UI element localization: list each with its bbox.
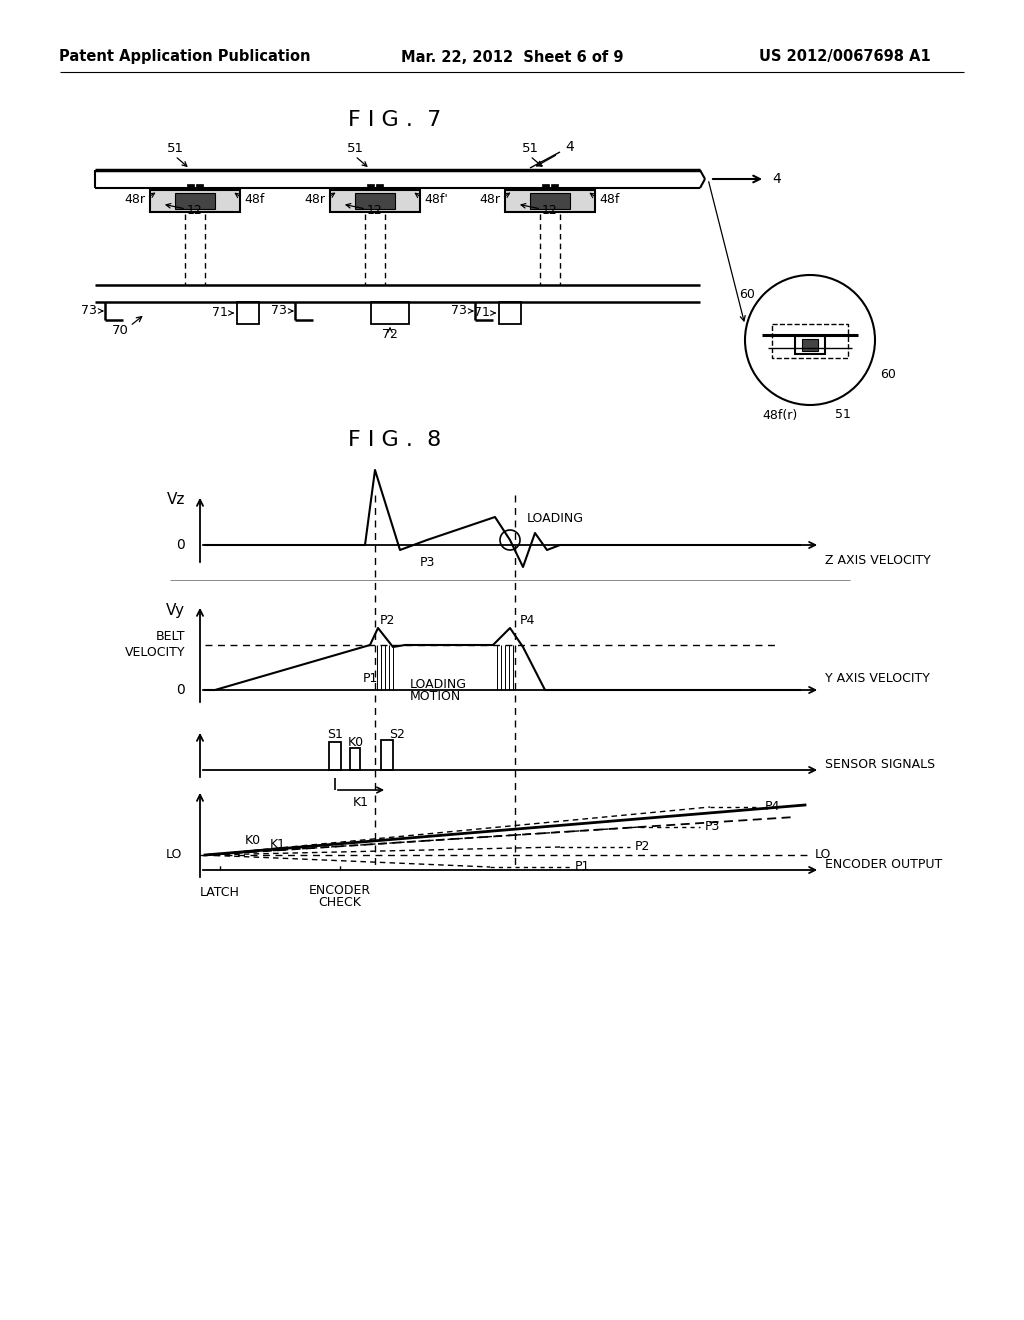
Text: Vy: Vy xyxy=(166,602,185,618)
Text: LO: LO xyxy=(815,849,831,862)
Text: LOADING: LOADING xyxy=(527,511,584,524)
Bar xyxy=(505,190,595,213)
Bar xyxy=(367,183,374,191)
Bar xyxy=(330,190,420,213)
Text: Z AXIS VELOCITY: Z AXIS VELOCITY xyxy=(825,553,931,566)
Text: Y AXIS VELOCITY: Y AXIS VELOCITY xyxy=(825,672,930,685)
Text: P4: P4 xyxy=(520,614,536,627)
Bar xyxy=(530,193,570,209)
Text: 0: 0 xyxy=(176,539,185,552)
Text: P2: P2 xyxy=(635,841,650,854)
Text: P4: P4 xyxy=(765,800,780,813)
Text: 12: 12 xyxy=(367,203,383,216)
Text: P1: P1 xyxy=(575,861,591,874)
Text: 12: 12 xyxy=(542,203,558,216)
Text: BELT: BELT xyxy=(156,631,185,644)
Text: 48f: 48f xyxy=(599,193,620,206)
Text: CHECK: CHECK xyxy=(318,896,361,909)
Bar xyxy=(371,302,409,323)
Text: S2: S2 xyxy=(389,729,404,742)
Text: P3: P3 xyxy=(705,821,720,833)
Text: 73: 73 xyxy=(81,305,97,318)
Text: 72: 72 xyxy=(382,327,398,341)
Bar xyxy=(381,741,393,770)
Bar xyxy=(175,193,215,209)
Text: 0: 0 xyxy=(176,682,185,697)
Bar xyxy=(499,302,521,323)
Text: S1: S1 xyxy=(327,729,343,742)
Text: 51: 51 xyxy=(167,141,183,154)
Text: P2: P2 xyxy=(380,614,395,627)
Text: 48f: 48f xyxy=(244,193,264,206)
Text: ENCODER: ENCODER xyxy=(309,883,371,896)
Text: Vz: Vz xyxy=(167,492,185,507)
Text: 48r: 48r xyxy=(124,193,145,206)
Text: 60: 60 xyxy=(739,289,755,301)
Text: MOTION: MOTION xyxy=(410,690,461,704)
Text: SENSOR SIGNALS: SENSOR SIGNALS xyxy=(825,759,935,771)
Text: 71: 71 xyxy=(212,306,228,319)
Text: 73: 73 xyxy=(452,305,467,318)
Text: F I G .  8: F I G . 8 xyxy=(348,430,441,450)
Bar xyxy=(329,742,341,770)
Bar xyxy=(196,183,203,191)
Text: ENCODER OUTPUT: ENCODER OUTPUT xyxy=(825,858,942,871)
Text: US 2012/0067698 A1: US 2012/0067698 A1 xyxy=(759,49,931,65)
Text: 48f(r): 48f(r) xyxy=(763,408,798,421)
Text: 71: 71 xyxy=(474,306,490,319)
Bar xyxy=(772,323,848,358)
Bar xyxy=(542,183,549,191)
Text: P1: P1 xyxy=(362,672,378,685)
Bar xyxy=(150,190,240,213)
Bar xyxy=(802,339,818,351)
Bar xyxy=(355,193,395,209)
Text: LOADING: LOADING xyxy=(410,678,467,692)
Text: F I G .  7: F I G . 7 xyxy=(348,110,441,129)
Text: 51: 51 xyxy=(346,141,364,154)
Text: K0: K0 xyxy=(245,833,261,846)
Bar xyxy=(187,183,194,191)
Text: P3: P3 xyxy=(420,557,435,569)
Text: 70: 70 xyxy=(112,323,128,337)
Text: 12: 12 xyxy=(187,203,203,216)
Text: 48f': 48f' xyxy=(424,193,447,206)
Text: LO: LO xyxy=(166,849,182,862)
Text: K1: K1 xyxy=(353,796,369,808)
Text: Mar. 22, 2012  Sheet 6 of 9: Mar. 22, 2012 Sheet 6 of 9 xyxy=(400,49,624,65)
Text: 4: 4 xyxy=(772,172,780,186)
Text: K0: K0 xyxy=(348,735,365,748)
Text: LATCH: LATCH xyxy=(200,886,240,899)
Text: Patent Application Publication: Patent Application Publication xyxy=(59,49,310,65)
Text: K1: K1 xyxy=(270,838,286,851)
Bar xyxy=(376,183,383,191)
Bar xyxy=(551,183,558,191)
Bar xyxy=(237,302,259,323)
Text: 60: 60 xyxy=(880,368,896,381)
Bar xyxy=(795,337,825,354)
Text: VELOCITY: VELOCITY xyxy=(125,647,185,660)
Text: 51: 51 xyxy=(521,141,539,154)
Text: 51: 51 xyxy=(835,408,851,421)
Bar xyxy=(350,748,360,770)
Text: 73: 73 xyxy=(271,305,287,318)
Text: 4: 4 xyxy=(565,140,573,154)
Text: 48r: 48r xyxy=(304,193,325,206)
Text: 48r: 48r xyxy=(479,193,500,206)
